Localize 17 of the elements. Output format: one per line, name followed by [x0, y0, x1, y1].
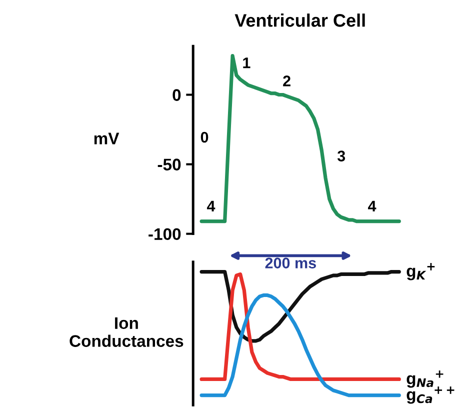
- series-label: g$_{K}$$^{+}$: [406, 263, 435, 280]
- line-series: [200, 54, 401, 224]
- text: 200 ms: [265, 258, 316, 268]
- y-axis-title: mV: [94, 132, 120, 144]
- annotation: 1: [243, 58, 250, 68]
- series-label: g$_{Na}$$^{+}$: [406, 370, 444, 388]
- series-label: g$_{Ca}$$^{++}$: [406, 386, 454, 404]
- annotation: 3: [337, 150, 346, 162]
- annotation: 4: [206, 200, 216, 212]
- chart-title: Ventricular Cell: [234, 14, 365, 27]
- annotation: 4: [368, 200, 376, 212]
- y-tick-label: -50: [158, 158, 181, 170]
- annotation: 2: [283, 76, 290, 86]
- y-tick-label: 0: [172, 89, 181, 101]
- y-tick-label: -100: [148, 228, 181, 240]
- annotation: 0: [200, 132, 208, 143]
- y-axis-title: Ion Conductances: [70, 317, 184, 347]
